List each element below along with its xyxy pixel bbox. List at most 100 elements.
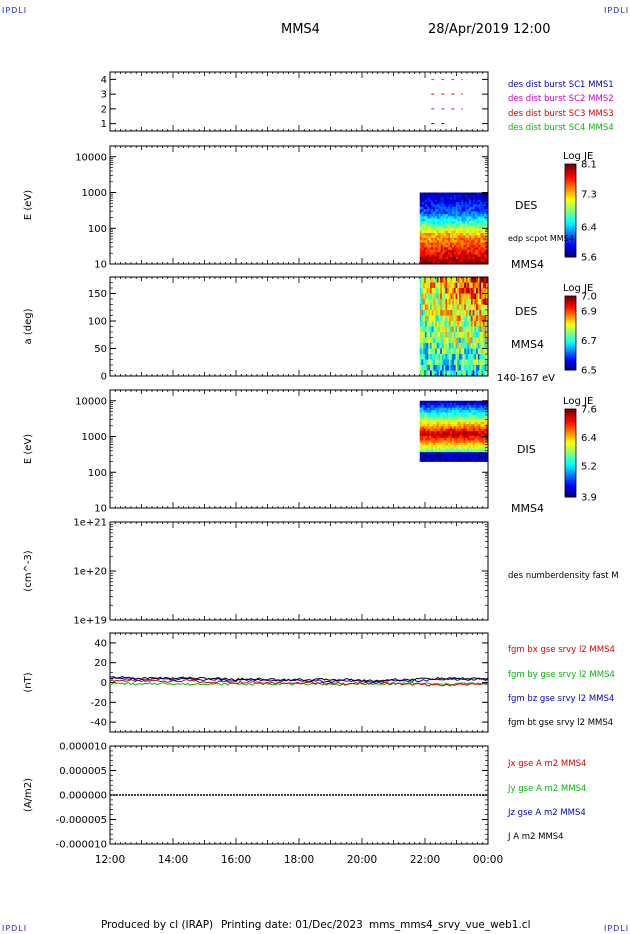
dis-energy-pixel bbox=[451, 424, 455, 427]
des-pitch-pixel bbox=[419, 310, 422, 316]
des-energy-pixel bbox=[486, 197, 489, 201]
des-energy-colorbar-swatch bbox=[565, 191, 576, 195]
des-energy-pixel bbox=[436, 249, 440, 253]
dis-energy-pixel bbox=[451, 419, 455, 423]
des-energy-pixel bbox=[419, 218, 423, 222]
des-pitch-pixel bbox=[435, 348, 438, 355]
des-energy-pixel bbox=[469, 202, 472, 205]
des-energy-pixel bbox=[446, 254, 449, 258]
des-pitch-pixel bbox=[421, 359, 424, 366]
des-energy-pixel bbox=[436, 218, 440, 222]
des-pitch-pixel bbox=[440, 282, 443, 289]
des-pitch-pixel bbox=[467, 370, 470, 377]
dis-energy-pixel bbox=[453, 449, 457, 453]
des-pitch-pixel bbox=[465, 321, 468, 327]
des-pitch-pixel bbox=[450, 293, 453, 300]
des-energy-pixel bbox=[450, 206, 453, 210]
des-energy-pixel bbox=[469, 211, 472, 215]
des-energy-pixel bbox=[448, 213, 451, 217]
dis-energy-pixel bbox=[486, 438, 489, 441]
dis-energy-pixel bbox=[453, 412, 457, 416]
dis-energy-pixel bbox=[431, 405, 434, 409]
des-energy-pixel bbox=[448, 233, 451, 236]
des-pitch-pixel bbox=[421, 282, 424, 289]
des-pitch-pixel bbox=[464, 321, 467, 327]
dis-energy-pixel bbox=[465, 419, 468, 423]
des-energy-pixel bbox=[451, 199, 455, 203]
des-pitch-pixel bbox=[481, 365, 484, 371]
panel-fgm-ytick-label: 0 bbox=[101, 678, 107, 689]
dis-energy-pixel bbox=[484, 449, 487, 453]
des-energy-pixel bbox=[434, 261, 438, 265]
des-energy-pixel bbox=[421, 197, 424, 201]
dis-energy-mms-label: MMS4 bbox=[511, 502, 544, 515]
des-pitch-pixel bbox=[470, 348, 474, 355]
dis-energy-pixel bbox=[425, 454, 428, 458]
dis-energy-pixel bbox=[478, 435, 481, 439]
dis-energy-pixel bbox=[459, 452, 462, 455]
des-energy-pixel bbox=[438, 202, 442, 205]
dis-energy-pixel bbox=[467, 424, 470, 427]
des-pitch-pixel bbox=[428, 315, 431, 322]
des-pitch-pixel bbox=[435, 337, 438, 344]
des-pitch-pixel bbox=[440, 310, 443, 316]
des-pitch-pixel bbox=[464, 359, 467, 366]
des-energy-pixel bbox=[429, 254, 432, 258]
des-pitch-colorbar-swatch bbox=[565, 351, 576, 354]
des-energy-pixel bbox=[474, 249, 478, 253]
des-pitch-pixel bbox=[435, 277, 438, 283]
des-pitch-pixel bbox=[455, 288, 458, 294]
dis-energy-pixel bbox=[446, 428, 449, 432]
des-energy-pixel bbox=[436, 254, 440, 258]
dis-energy-pixel bbox=[455, 407, 459, 411]
des-energy-colorbar-swatch bbox=[565, 210, 576, 214]
des-pitch-pixel bbox=[431, 315, 434, 322]
des-energy-pixel bbox=[461, 202, 464, 205]
des-energy-pixel bbox=[433, 240, 436, 243]
des-pitch-pixel bbox=[428, 365, 431, 371]
des-energy-pixel bbox=[455, 206, 459, 210]
dis-energy-pixel bbox=[438, 442, 442, 446]
dis-energy-colorbar-swatch bbox=[565, 448, 576, 452]
des-energy-pixel bbox=[451, 216, 455, 220]
des-energy-pixel bbox=[436, 221, 440, 224]
des-energy-pixel bbox=[457, 237, 460, 241]
des-pitch-pixel bbox=[433, 282, 436, 289]
des-pitch-pixel bbox=[453, 277, 456, 283]
des-energy-pixel bbox=[470, 228, 474, 232]
dis-energy-pixel bbox=[433, 449, 436, 453]
des-energy-pixel bbox=[433, 237, 436, 241]
des-energy-pixel bbox=[423, 247, 426, 251]
des-pitch-pixel bbox=[424, 288, 427, 294]
des-pitch-pixel bbox=[426, 370, 429, 377]
dis-energy-pixel bbox=[465, 449, 468, 453]
des-energy-pixel bbox=[467, 240, 470, 243]
des-pitch-pixel bbox=[484, 282, 487, 289]
dis-energy-pixel bbox=[480, 421, 483, 425]
dis-energy-pixel bbox=[429, 438, 432, 441]
des-energy-pixel bbox=[425, 230, 428, 234]
dis-energy-pixel bbox=[457, 424, 460, 427]
des-energy-pixel bbox=[457, 225, 460, 229]
des-energy-pixel bbox=[465, 249, 468, 253]
des-pitch-pixel bbox=[438, 348, 441, 355]
des-energy-pixel bbox=[425, 240, 428, 243]
des-energy-pixel bbox=[431, 211, 434, 215]
des-pitch-pixel bbox=[465, 359, 468, 366]
des-energy-pixel bbox=[484, 197, 487, 201]
des-pitch-pixel bbox=[470, 326, 474, 333]
des-pitch-pixel bbox=[435, 321, 438, 327]
dis-energy-pixel bbox=[455, 433, 459, 437]
dis-energy-pixel bbox=[469, 456, 472, 460]
dis-energy-pixel bbox=[446, 400, 449, 404]
des-energy-pixel bbox=[467, 199, 470, 203]
des-pitch-pixel bbox=[438, 359, 441, 366]
dis-energy-pixel bbox=[431, 431, 434, 434]
des-energy-pixel bbox=[438, 230, 442, 234]
des-energy-pixel bbox=[438, 261, 442, 265]
des-energy-pixel bbox=[423, 233, 426, 236]
des-energy-pixel bbox=[486, 213, 489, 217]
des-energy-pixel bbox=[476, 254, 479, 258]
des-energy-pixel bbox=[442, 197, 445, 201]
des-pitch-pixel bbox=[474, 332, 477, 338]
